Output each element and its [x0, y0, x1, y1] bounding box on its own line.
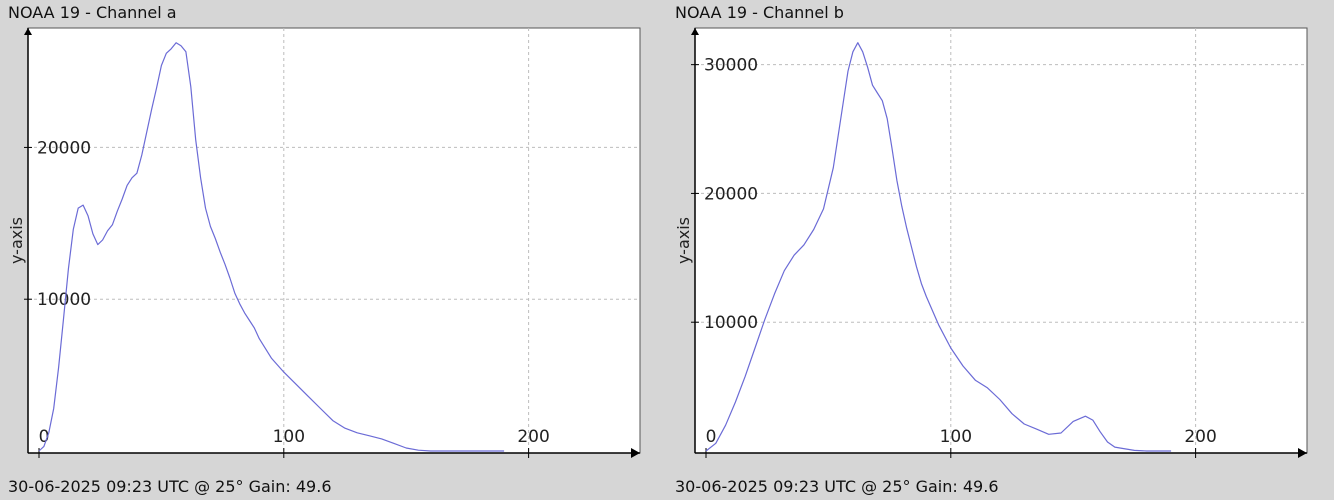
y-axis-arrow	[24, 28, 32, 35]
y-tick-label: 30000	[704, 56, 758, 76]
series-line	[705, 42, 1172, 452]
y-tick-label: 20000	[704, 184, 758, 204]
y-tick-label: 10000	[704, 313, 758, 333]
plot-channel-a: 0 100 200 10000 20000 y-axis	[7, 27, 641, 458]
x-tick-label: 200	[1184, 427, 1216, 447]
x-tick-label: 200	[517, 427, 549, 447]
plot-area	[694, 27, 1308, 454]
chart-panel-channel-a: NOAA 19 - Channel a 0 100 200 10000 20000 y-a…	[7, 3, 641, 496]
timestamp-gain-footer: 30-06-2025 09:23 UTC @ 25° Gain: 49.6	[8, 477, 332, 496]
chart-title: NOAA 19 - Channel b	[675, 3, 844, 22]
timestamp-gain-footer: 30-06-2025 09:23 UTC @ 25° Gain: 49.6	[675, 477, 999, 496]
y-axis-label: y-axis	[7, 217, 26, 264]
x-axis-arrow	[631, 448, 640, 458]
y-tick-label: 20000	[37, 138, 91, 158]
x-tick-label: 0	[706, 427, 717, 447]
y-axis-label: y-axis	[674, 217, 693, 264]
y-tick-label: 10000	[37, 290, 91, 310]
x-tick-label: 100	[273, 427, 305, 447]
chart-panel-channel-b: NOAA 19 - Channel b 0 100 200 10000 20000 300…	[667, 0, 1334, 500]
series-line	[38, 42, 505, 452]
x-tick-label: 100	[940, 427, 972, 447]
chart-title: NOAA 19 - Channel a	[8, 3, 177, 22]
x-tick-label: 0	[39, 427, 50, 447]
plot-channel-b: 0 100 200 10000 20000 30000 y-axis	[674, 27, 1308, 458]
plot-area	[27, 27, 641, 454]
x-axis-arrow	[1298, 448, 1307, 458]
y-axis-arrow	[691, 28, 699, 35]
